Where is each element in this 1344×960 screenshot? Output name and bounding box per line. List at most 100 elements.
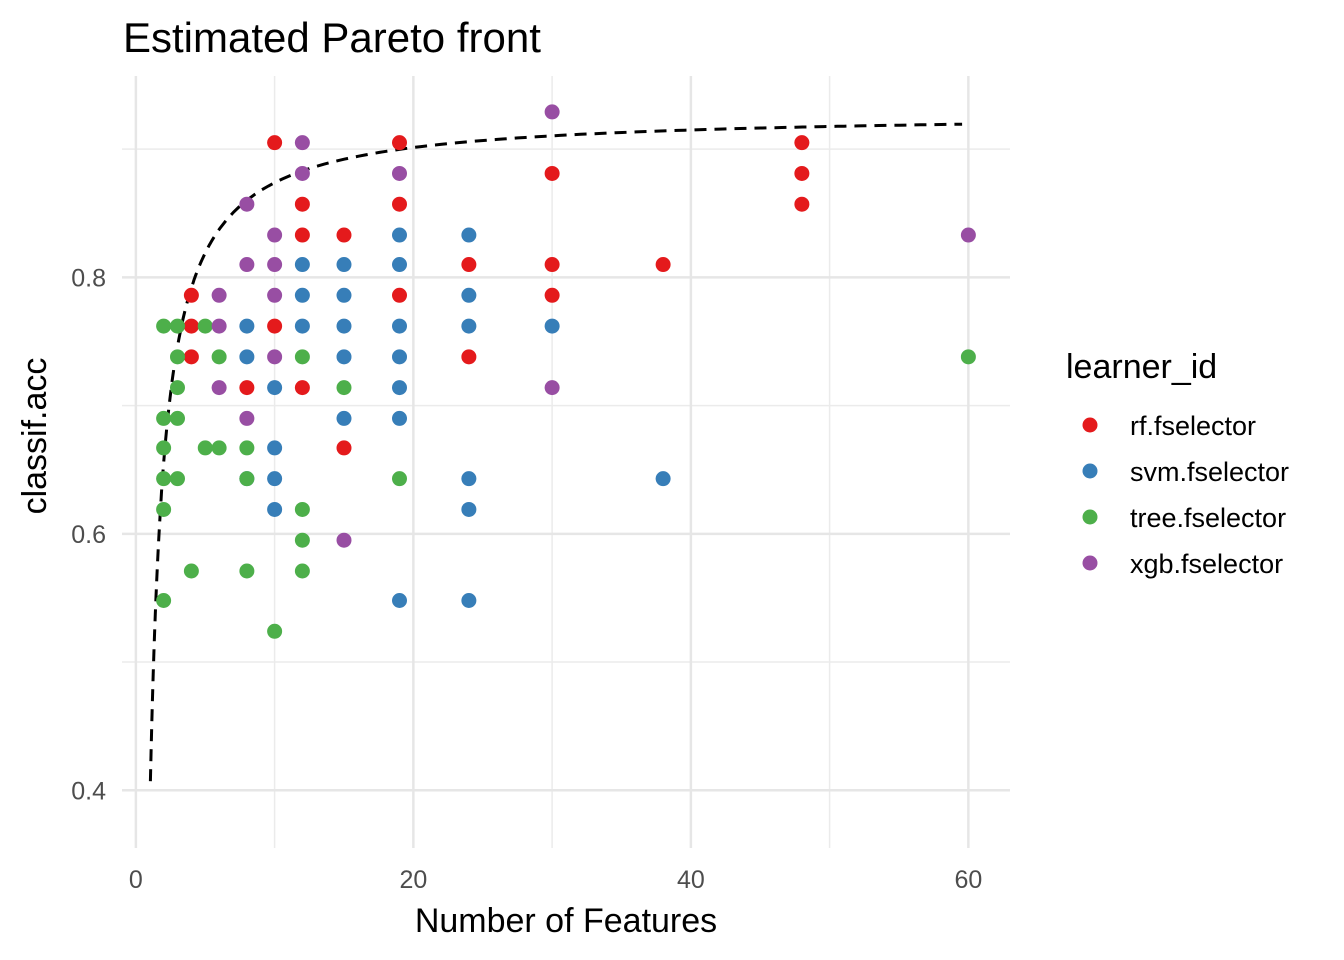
point-tree-fselector xyxy=(211,440,227,456)
point-tree-fselector xyxy=(156,592,172,608)
point-rf-fselector xyxy=(655,257,671,273)
chart-title: Estimated Pareto front xyxy=(123,14,541,61)
point-tree-fselector xyxy=(267,623,283,639)
legend-label: rf.fselector xyxy=(1130,411,1256,441)
y-tick-label: 0.6 xyxy=(71,521,106,549)
legend-title: learner_id xyxy=(1066,348,1217,386)
point-svm-fselector xyxy=(336,318,352,334)
point-xgb-fselector xyxy=(294,135,310,151)
point-tree-fselector xyxy=(294,532,310,548)
point-xgb-fselector xyxy=(211,380,227,396)
point-tree-fselector xyxy=(197,440,213,456)
point-tree-fselector xyxy=(170,380,185,396)
point-rf-fselector xyxy=(294,227,310,243)
point-svm-fselector xyxy=(294,318,310,334)
point-xgb-fselector xyxy=(336,532,352,548)
x-tick-label: 60 xyxy=(954,866,982,894)
point-tree-fselector xyxy=(239,563,255,579)
point-tree-fselector xyxy=(170,349,185,365)
point-xgb-fselector xyxy=(267,227,283,243)
point-svm-fselector xyxy=(336,349,352,365)
point-rf-fselector xyxy=(183,349,199,365)
point-xgb-fselector xyxy=(211,318,227,334)
point-xgb-fselector xyxy=(294,165,310,181)
point-xgb-fselector xyxy=(392,165,407,181)
point-tree-fselector xyxy=(170,471,185,487)
point-svm-fselector xyxy=(392,380,407,396)
point-svm-fselector xyxy=(461,471,477,487)
point-tree-fselector xyxy=(336,380,352,396)
point-svm-fselector xyxy=(267,380,283,396)
x-tick-label: 20 xyxy=(399,866,427,894)
point-svm-fselector xyxy=(294,287,310,303)
point-svm-fselector xyxy=(392,227,407,243)
point-rf-fselector xyxy=(544,257,560,273)
y-tick-label: 0.4 xyxy=(71,777,106,805)
point-xgb-fselector xyxy=(544,380,560,396)
point-rf-fselector xyxy=(294,380,310,396)
point-rf-fselector xyxy=(336,440,352,456)
point-rf-fselector xyxy=(392,135,407,151)
point-rf-fselector xyxy=(544,165,560,181)
point-tree-fselector xyxy=(294,349,310,365)
point-rf-fselector xyxy=(239,380,255,396)
point-svm-fselector xyxy=(392,592,407,608)
point-svm-fselector xyxy=(461,318,477,334)
point-xgb-fselector xyxy=(239,257,255,273)
y-tick-label: 0.8 xyxy=(71,264,106,292)
x-axis-title: Number of Features xyxy=(415,902,717,940)
point-xgb-fselector xyxy=(544,104,560,120)
point-xgb-fselector xyxy=(267,257,283,273)
pareto-front xyxy=(148,122,963,782)
x-tick-label: 0 xyxy=(129,866,143,894)
point-tree-fselector xyxy=(156,318,172,334)
legend-label: tree.fselector xyxy=(1130,503,1286,533)
point-tree-fselector xyxy=(170,318,185,334)
point-svm-fselector xyxy=(336,257,352,273)
point-xgb-fselector xyxy=(211,287,227,303)
point-rf-fselector xyxy=(461,257,477,273)
point-svm-fselector xyxy=(239,318,255,334)
point-tree-fselector xyxy=(211,349,227,365)
point-rf-fselector xyxy=(267,135,283,151)
point-tree-fselector xyxy=(156,471,172,487)
point-tree-fselector xyxy=(156,410,172,426)
point-svm-fselector xyxy=(461,227,477,243)
point-tree-fselector xyxy=(170,410,185,426)
legend-key-rf-fselector xyxy=(1082,417,1098,433)
point-rf-fselector xyxy=(461,349,477,365)
point-rf-fselector xyxy=(336,227,352,243)
point-svm-fselector xyxy=(392,318,407,334)
pareto-front-line xyxy=(148,122,963,782)
x-tick-label: 40 xyxy=(677,866,705,894)
point-rf-fselector xyxy=(267,318,283,334)
point-rf-fselector xyxy=(392,287,407,303)
point-tree-fselector xyxy=(239,440,255,456)
point-svm-fselector xyxy=(267,501,283,517)
point-svm-fselector xyxy=(239,349,255,365)
point-xgb-fselector xyxy=(267,349,283,365)
point-svm-fselector xyxy=(294,257,310,273)
point-xgb-fselector xyxy=(239,196,255,212)
point-tree-fselector xyxy=(294,563,310,579)
point-tree-fselector xyxy=(156,501,172,517)
point-svm-fselector xyxy=(461,287,477,303)
point-xgb-fselector xyxy=(267,287,283,303)
point-svm-fselector xyxy=(544,318,560,334)
point-rf-fselector xyxy=(183,287,199,303)
point-tree-fselector xyxy=(960,349,976,365)
grid xyxy=(122,76,1010,848)
point-tree-fselector xyxy=(197,318,213,334)
point-svm-fselector xyxy=(655,471,671,487)
legend-label: svm.fselector xyxy=(1130,457,1289,487)
tick-labels: 0 20 40 60 0.4 0.6 0.8 xyxy=(71,264,982,894)
data-points xyxy=(156,104,976,639)
legend-key-xgb-fselector xyxy=(1082,555,1098,571)
point-xgb-fselector xyxy=(960,227,976,243)
point-rf-fselector xyxy=(392,196,407,212)
point-rf-fselector xyxy=(794,196,810,212)
point-svm-fselector xyxy=(392,410,407,426)
point-tree-fselector xyxy=(392,471,407,487)
point-tree-fselector xyxy=(239,471,255,487)
